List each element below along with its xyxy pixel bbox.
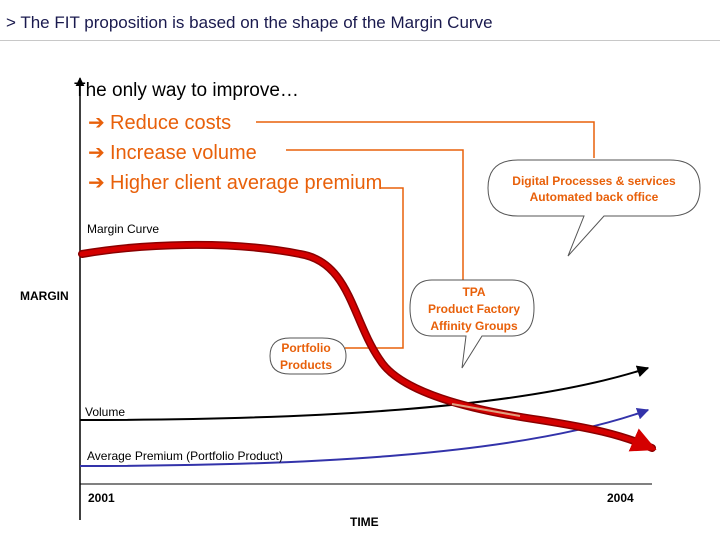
connector-reduce-costs (256, 121, 595, 158)
volume-label: Volume (85, 405, 125, 419)
time-axis-label: TIME (350, 515, 379, 529)
arrow-icon: ➔ (88, 142, 105, 164)
slide-title: > The FIT proposition is based on the sh… (6, 13, 493, 32)
average-premium-label: Average Premium (Portfolio Product) (87, 449, 283, 463)
digital-callout-bubble (487, 159, 701, 257)
connector-higher-premium (345, 187, 404, 349)
portfolio-callout-line1: Portfolio (281, 341, 330, 355)
margin-curve-tail (451, 403, 521, 417)
bullet-reduce-costs: Reduce costs (110, 112, 231, 134)
tpa-callout-line1: TPA (462, 285, 485, 299)
digital-callout-line1: Digital Processes & services (512, 174, 676, 188)
volume-curve (79, 365, 650, 421)
time-start-label: 2001 (88, 491, 115, 505)
connector-increase-volume (286, 149, 464, 292)
time-end-label: 2004 (607, 491, 634, 505)
bullet-increase-volume: Increase volume (110, 142, 257, 164)
tpa-callout-line2: Product Factory (428, 302, 520, 316)
margin-axis-label: MARGIN (20, 289, 69, 303)
arrow-icon: ➔ (88, 172, 105, 194)
arrow-icon: ➔ (88, 112, 105, 134)
digital-callout-line2: Automated back office (530, 190, 659, 204)
improve-heading: The only way to improve… (74, 80, 299, 101)
tpa-callout-line3: Affinity Groups (430, 319, 518, 333)
portfolio-callout-line2: Products (280, 358, 332, 372)
bullet-higher-premium: Higher client average premium (110, 172, 382, 194)
margin-curve-highlight (79, 242, 657, 452)
tpa-callout-bubble (409, 279, 535, 369)
portfolio-callout-bubble (269, 337, 347, 375)
margin-curve (78, 240, 656, 452)
margin-curve-label: Margin Curve (87, 222, 159, 236)
title-divider (0, 40, 720, 41)
